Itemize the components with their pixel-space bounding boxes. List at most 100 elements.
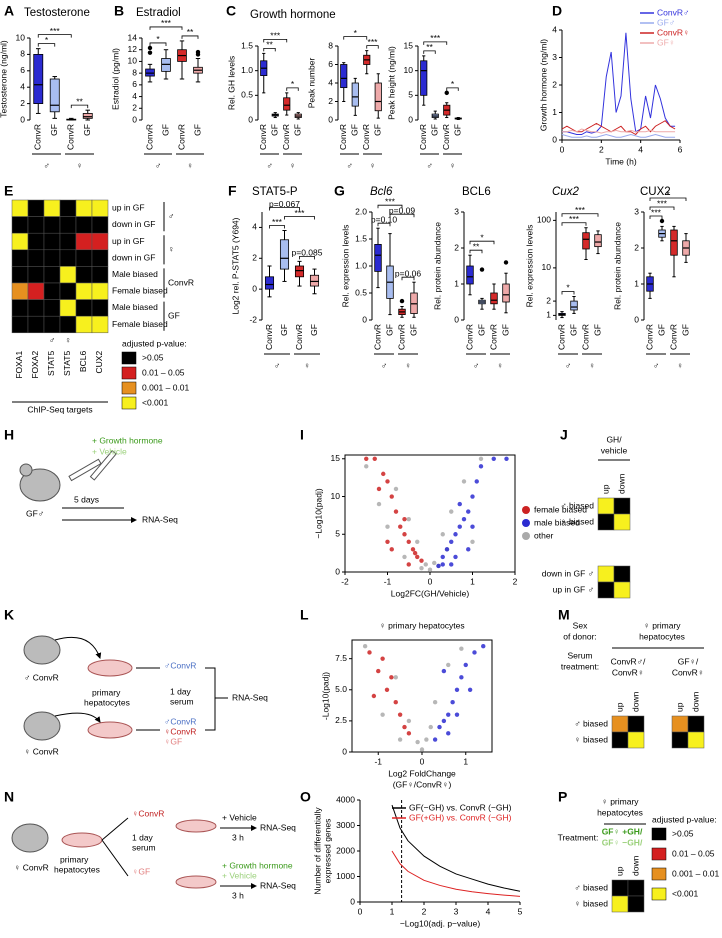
box bbox=[374, 82, 382, 112]
point bbox=[406, 731, 412, 736]
significance-label: *** bbox=[368, 37, 379, 47]
y-tick-label: 0 bbox=[20, 114, 25, 124]
significance-label: ** bbox=[187, 27, 194, 37]
row-label: ♀ biased bbox=[574, 898, 608, 908]
legend-swatch bbox=[121, 366, 137, 380]
point bbox=[432, 560, 437, 566]
y-tick-label: 0 bbox=[342, 746, 347, 756]
x-tick-label: 6 bbox=[678, 144, 683, 154]
donor: ♀ ConvR bbox=[14, 862, 49, 872]
series-line bbox=[561, 120, 676, 136]
column-sex: ♂ bbox=[49, 335, 55, 345]
point bbox=[376, 501, 382, 507]
point bbox=[367, 650, 372, 655]
box bbox=[502, 283, 510, 303]
point bbox=[466, 509, 471, 514]
outlier bbox=[147, 50, 153, 55]
heatmap-cell bbox=[613, 565, 631, 583]
significance-bracket bbox=[269, 225, 285, 229]
treatment: + Growth hormone bbox=[222, 860, 293, 870]
arrow bbox=[54, 636, 102, 659]
y-tick-label: 2 bbox=[634, 242, 639, 252]
mouse-icon bbox=[11, 823, 49, 853]
legend-label: 0.01 – 0.05 bbox=[672, 848, 715, 858]
y-tick-label: 15 bbox=[331, 453, 341, 463]
row-label: down in GF bbox=[112, 252, 155, 262]
x-tick-label: ConvR bbox=[644, 324, 654, 350]
significance-label: *** bbox=[270, 31, 281, 41]
treatment: + Vehicle bbox=[222, 812, 257, 822]
box bbox=[490, 292, 498, 305]
group-label: ConvR bbox=[168, 277, 194, 287]
group-label: ♂ bbox=[473, 360, 479, 370]
serum-time: serum bbox=[132, 842, 156, 852]
point bbox=[461, 479, 467, 484]
column-group: GF♀ −GH/ bbox=[602, 837, 643, 847]
point bbox=[466, 547, 471, 552]
y-tick-label: 10 bbox=[404, 65, 414, 75]
column-group: GF♀/ bbox=[678, 656, 699, 666]
mouse-icon bbox=[23, 635, 61, 665]
column-group: GF♀ +GH/ bbox=[602, 826, 643, 836]
x-axis-label: Time (h) bbox=[605, 156, 636, 166]
assay: RNA-Seq bbox=[260, 880, 296, 890]
column-group: ConvR♀ bbox=[672, 667, 704, 677]
y-tick-label: 1 bbox=[546, 310, 551, 320]
x-tick-label: -2 bbox=[341, 576, 349, 586]
y-tick-label: -2 bbox=[249, 314, 257, 324]
row-label: Female biased bbox=[112, 319, 168, 329]
column-label: up bbox=[614, 866, 624, 876]
outlier bbox=[659, 218, 665, 224]
x-tick-label: GF bbox=[49, 124, 59, 136]
row-label: ♂ biased bbox=[560, 500, 594, 510]
y-axis-label: −Log10(padj) bbox=[313, 488, 323, 539]
point bbox=[437, 724, 442, 730]
connector bbox=[205, 667, 228, 731]
y-tick-label: 4 bbox=[328, 77, 333, 87]
box bbox=[374, 243, 382, 272]
heatmap-cell bbox=[43, 216, 61, 234]
point bbox=[406, 539, 411, 545]
y-tick-label: 0 bbox=[252, 283, 257, 293]
serum: ♀GF bbox=[132, 866, 150, 876]
x-tick-label: -1 bbox=[384, 576, 392, 586]
x-tick-label: GF bbox=[680, 324, 690, 336]
group-label: ♀ bbox=[304, 360, 310, 370]
panel-letter: M bbox=[558, 607, 570, 623]
point bbox=[406, 718, 412, 724]
row-header: Serum bbox=[567, 650, 592, 660]
heatmap-cell bbox=[611, 895, 629, 913]
point bbox=[470, 539, 475, 545]
heatmap-cell bbox=[687, 715, 705, 733]
y-axis-label: Rel. protein abundance bbox=[432, 222, 442, 310]
heatmap-cell bbox=[75, 299, 93, 317]
panel-letter: O bbox=[300, 789, 311, 805]
heatmap-cell bbox=[27, 282, 45, 300]
point bbox=[385, 524, 390, 529]
significance-label: *** bbox=[575, 205, 586, 215]
row-label: up in GF bbox=[112, 203, 145, 213]
point bbox=[372, 456, 377, 461]
y-tick-label: 0 bbox=[408, 114, 413, 124]
box bbox=[670, 229, 678, 256]
significance-bracket bbox=[401, 276, 415, 281]
heatmap-cell bbox=[43, 315, 61, 334]
significance-label: ** bbox=[473, 241, 480, 251]
heatmap-cell bbox=[27, 232, 45, 251]
legend-label: GF(−GH) vs. ConvR (−GH) bbox=[409, 802, 512, 812]
panel-letter: C bbox=[226, 3, 236, 19]
column-label: up bbox=[614, 702, 624, 712]
x-tick-label: GF bbox=[350, 124, 360, 136]
column-label: down bbox=[630, 691, 640, 712]
time: 3 h bbox=[232, 832, 244, 842]
point bbox=[364, 464, 369, 469]
chart-title: Growth hormone bbox=[250, 9, 336, 21]
significance-bracket bbox=[561, 222, 587, 226]
point bbox=[389, 494, 394, 499]
series-line bbox=[561, 133, 676, 138]
heatmap-cell bbox=[91, 249, 109, 267]
series-line bbox=[562, 128, 676, 134]
y-tick-label: 14 bbox=[128, 32, 138, 42]
mouse-icon bbox=[23, 711, 61, 741]
significance-label: * bbox=[45, 35, 49, 45]
